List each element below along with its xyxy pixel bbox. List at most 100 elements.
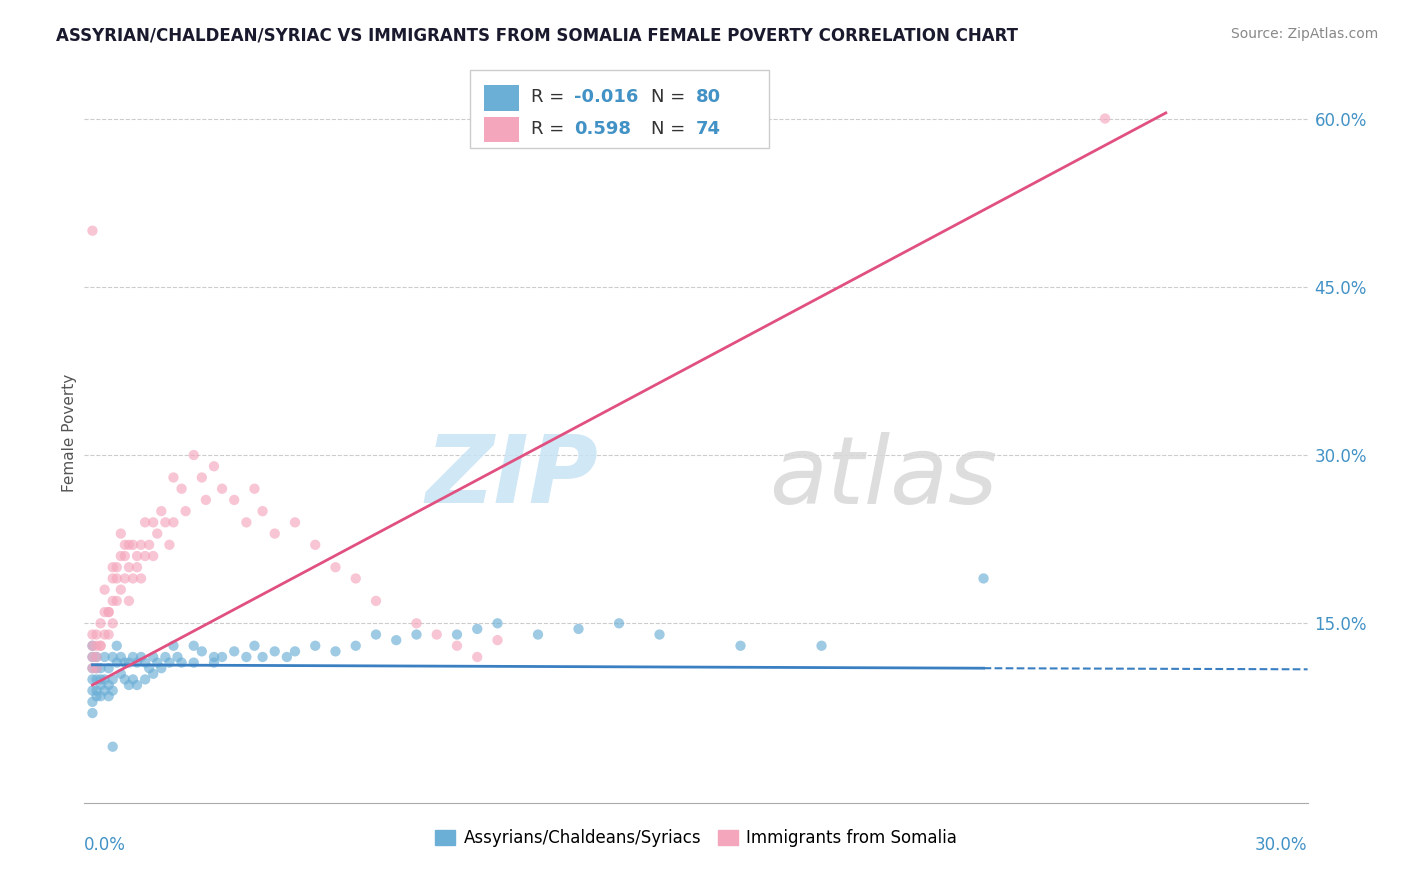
Point	[82, 650, 104, 665]
Point	[114, 656, 136, 670]
Point	[90, 673, 112, 687]
Point	[183, 448, 205, 462]
Point	[122, 571, 145, 585]
Point	[122, 538, 145, 552]
Point	[134, 549, 156, 563]
Point	[202, 459, 225, 474]
Point	[150, 661, 173, 675]
Text: 30.0%: 30.0%	[1256, 836, 1308, 855]
Point	[162, 639, 184, 653]
Point	[486, 616, 509, 631]
Point	[304, 538, 326, 552]
Point	[183, 639, 205, 653]
Point	[146, 526, 169, 541]
Point	[114, 673, 136, 687]
Point	[446, 627, 468, 641]
Point	[97, 678, 120, 692]
Point	[146, 656, 169, 670]
Point	[101, 650, 124, 665]
Point	[129, 538, 152, 552]
Text: Source: ZipAtlas.com: Source: ZipAtlas.com	[1230, 27, 1378, 41]
Text: atlas: atlas	[769, 432, 998, 523]
Point	[730, 639, 752, 653]
Point	[82, 683, 104, 698]
Point	[142, 666, 165, 681]
Point	[82, 661, 104, 675]
Point	[162, 516, 184, 530]
Point	[101, 594, 124, 608]
Point	[105, 656, 128, 670]
Point	[243, 482, 266, 496]
Point	[118, 594, 141, 608]
Point	[110, 526, 132, 541]
Point	[110, 549, 132, 563]
Point	[82, 639, 104, 653]
Point	[93, 582, 115, 597]
Point	[157, 656, 180, 670]
Point	[170, 482, 193, 496]
Point	[567, 622, 589, 636]
Text: N =: N =	[651, 88, 690, 106]
Text: -0.016: -0.016	[574, 88, 638, 106]
Point	[174, 504, 197, 518]
Point	[166, 650, 188, 665]
Point	[252, 650, 274, 665]
Point	[114, 549, 136, 563]
Point	[82, 661, 104, 675]
Point	[82, 706, 104, 720]
Point	[364, 627, 387, 641]
Text: 0.598: 0.598	[574, 120, 631, 138]
Point	[97, 661, 120, 675]
Point	[101, 673, 124, 687]
Point	[125, 549, 148, 563]
Point	[134, 673, 156, 687]
Point	[157, 538, 180, 552]
Point	[465, 622, 488, 636]
Point	[97, 605, 120, 619]
Point	[142, 650, 165, 665]
Point	[202, 656, 225, 670]
Point	[527, 627, 550, 641]
Point	[191, 644, 214, 658]
Point	[243, 639, 266, 653]
Point	[86, 690, 108, 704]
Point	[101, 616, 124, 631]
Point	[170, 656, 193, 670]
Point	[155, 650, 177, 665]
Point	[118, 678, 141, 692]
Point	[150, 504, 173, 518]
Point	[86, 650, 108, 665]
Bar	[484, 117, 519, 143]
Point	[82, 695, 104, 709]
Point	[325, 644, 347, 658]
Point	[105, 639, 128, 653]
Bar	[484, 86, 519, 111]
Point	[134, 516, 156, 530]
Point	[263, 644, 285, 658]
Point	[125, 678, 148, 692]
Point	[385, 633, 408, 648]
Text: N =: N =	[651, 120, 690, 138]
Point	[110, 666, 132, 681]
Point	[129, 571, 152, 585]
Point	[1094, 112, 1116, 126]
Y-axis label: Female Poverty: Female Poverty	[62, 374, 77, 491]
Point	[86, 661, 108, 675]
Point	[224, 492, 246, 507]
Point	[82, 224, 104, 238]
Point	[82, 650, 104, 665]
Point	[405, 616, 427, 631]
Point	[235, 516, 257, 530]
Point	[105, 571, 128, 585]
Point	[86, 673, 108, 687]
Point	[252, 504, 274, 518]
Point	[118, 656, 141, 670]
Point	[97, 690, 120, 704]
Point	[86, 627, 108, 641]
Point	[486, 633, 509, 648]
Point	[114, 571, 136, 585]
Point	[304, 639, 326, 653]
Point	[97, 605, 120, 619]
Point	[122, 650, 145, 665]
Point	[142, 549, 165, 563]
